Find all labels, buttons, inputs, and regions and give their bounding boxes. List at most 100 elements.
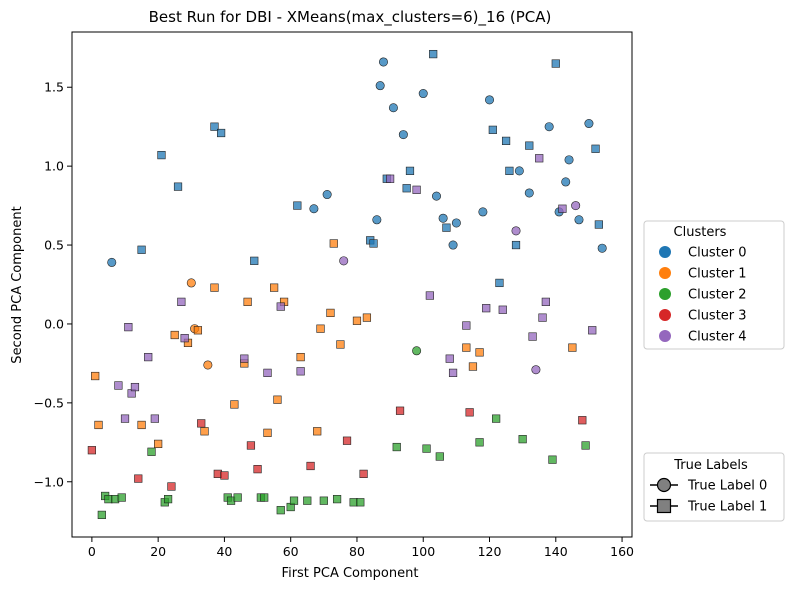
data-point-cluster-1-label-1	[296, 352, 305, 362]
cluster-legend-title: Clusters	[674, 225, 727, 240]
data-point-cluster-0-label-1	[495, 278, 504, 288]
data-point-cluster-0-label-1	[551, 59, 560, 68]
data-point-cluster-2-label-1	[117, 493, 126, 502]
data-point-cluster-1-label-1	[475, 348, 484, 357]
x-tick-label: 20	[150, 544, 166, 559]
data-point-cluster-1-label-1	[468, 362, 478, 371]
data-point-cluster-0-label-1	[501, 136, 511, 145]
data-point-cluster-2-label-1	[97, 510, 106, 520]
data-point-cluster-0-label-0	[564, 155, 574, 165]
cluster-legend-box	[643, 220, 785, 350]
data-point-cluster-4-label-1	[276, 302, 285, 311]
points-layer	[87, 49, 607, 520]
data-point-cluster-2-label-1	[492, 414, 501, 423]
data-point-cluster-1-label-1	[94, 420, 103, 430]
data-point-cluster-1-label-1	[362, 313, 372, 322]
data-point-cluster-3-label-1	[246, 441, 256, 450]
data-point-cluster-0-label-1	[173, 182, 183, 191]
plot-frame	[71, 31, 633, 538]
y-axis-label: Second PCA Component	[10, 206, 25, 363]
marker-legend-box	[643, 452, 785, 522]
data-point-cluster-1-label-1	[137, 420, 146, 430]
marker-legend: True Labels True Label 0 True Label 1	[643, 452, 785, 522]
data-point-cluster-1-label-1	[270, 283, 279, 292]
data-point-cluster-4-label-1	[177, 297, 186, 306]
circle-marker-icon	[656, 477, 672, 493]
data-point-cluster-0-label-0	[524, 188, 534, 198]
cluster-legend-label: Cluster 1	[688, 267, 747, 282]
data-point-cluster-0-label-0	[378, 57, 388, 67]
cluster-legend-marker	[659, 267, 671, 279]
data-point-cluster-2-label-1	[147, 447, 156, 456]
data-point-cluster-4-label-0	[571, 201, 581, 211]
data-point-cluster-4-label-1	[498, 305, 507, 314]
data-point-cluster-4-label-1	[180, 334, 189, 343]
data-point-cluster-1-label-1	[91, 371, 100, 381]
data-point-cluster-2-label-1	[233, 493, 242, 502]
data-point-cluster-4-label-1	[263, 368, 272, 377]
data-point-cluster-4-label-1	[448, 368, 458, 377]
data-point-cluster-0-label-0	[309, 204, 319, 214]
data-point-cluster-2-label-1	[289, 496, 299, 505]
data-point-cluster-1-label-1	[352, 316, 362, 325]
data-point-cluster-0-label-1	[505, 166, 514, 175]
data-point-cluster-2-label-1	[303, 496, 312, 505]
data-point-cluster-0-label-0	[574, 215, 584, 225]
data-point-cluster-4-label-1	[120, 414, 130, 423]
y-tick-label: 1.0	[44, 159, 64, 174]
data-point-cluster-0-label-0	[418, 89, 428, 99]
data-point-cluster-0-label-1	[369, 239, 378, 248]
cluster-legend-items: Cluster 0 Cluster 1 Cluster 2 Cluster 3 Clus…	[659, 246, 747, 345]
data-point-cluster-4-label-0	[511, 226, 521, 236]
data-point-cluster-2-label-1	[475, 438, 484, 447]
x-tick-label: 100	[411, 544, 435, 559]
data-point-cluster-2-label-1	[518, 435, 527, 444]
data-point-cluster-0-label-1	[429, 49, 438, 59]
x-tick-label: 120	[478, 544, 502, 559]
y-tick-label: −0.5	[34, 395, 64, 410]
data-point-cluster-0-label-1	[405, 166, 415, 175]
data-point-cluster-0-label-1	[488, 125, 497, 134]
data-point-cluster-0-label-1	[591, 144, 600, 153]
data-point-cluster-4-label-1	[445, 354, 454, 363]
data-point-cluster-1-label-1	[462, 343, 471, 352]
data-point-cluster-4-label-1	[538, 313, 547, 322]
chart-title: Best Run for DBI - XMeans(max_clusters=6…	[149, 8, 552, 27]
data-point-cluster-3-label-1	[342, 436, 352, 445]
x-tick-label: 40	[216, 544, 232, 559]
data-point-cluster-4-label-1	[150, 414, 159, 423]
data-point-cluster-4-label-1	[240, 354, 249, 363]
data-point-cluster-0-label-0	[584, 119, 594, 129]
data-point-cluster-2-label-1	[356, 498, 365, 507]
data-point-cluster-2-label-1	[260, 493, 269, 502]
data-point-cluster-3-label-1	[220, 471, 229, 480]
data-point-cluster-0-label-1	[217, 128, 226, 138]
data-point-cluster-0-label-0	[431, 191, 441, 201]
data-point-cluster-0-label-0	[514, 166, 524, 176]
data-point-cluster-3-label-1	[167, 482, 176, 491]
data-point-cluster-4-label-1	[462, 321, 471, 330]
data-point-cluster-1-label-1	[273, 395, 282, 404]
data-point-cluster-0-label-0	[597, 243, 607, 253]
data-point-cluster-0-label-1	[402, 184, 411, 193]
marker-legend-title: True Labels	[673, 458, 748, 473]
data-point-cluster-3-label-1	[306, 461, 315, 471]
x-axis-label: First PCA Component	[282, 566, 419, 581]
y-tick-label: 0.0	[44, 316, 64, 331]
y-axis-ticks: −1.0 −0.5 0.0 0.5 1.0 1.5	[34, 80, 72, 489]
data-point-cluster-4-label-1	[558, 204, 567, 213]
data-point-cluster-2-label-1	[276, 506, 285, 515]
data-point-cluster-1-label-1	[329, 239, 338, 248]
square-marker-icon	[656, 498, 672, 514]
data-point-cluster-0-label-0	[107, 257, 117, 267]
data-point-cluster-3-label-1	[197, 419, 206, 428]
cluster-legend-marker	[659, 330, 671, 342]
data-point-cluster-4-label-1	[296, 367, 305, 376]
x-tick-label: 0	[88, 544, 96, 559]
marker-legend-items: True Label 0 True Label 1	[650, 477, 767, 515]
data-point-cluster-2-label-1	[163, 495, 173, 504]
data-point-cluster-0-label-1	[442, 223, 451, 232]
data-point-cluster-0-label-0	[398, 130, 408, 140]
